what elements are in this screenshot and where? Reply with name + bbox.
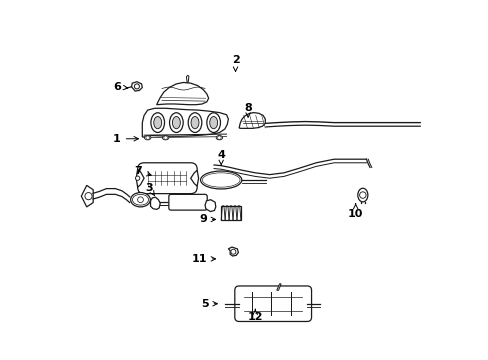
FancyBboxPatch shape (234, 286, 311, 321)
Ellipse shape (191, 117, 199, 129)
Polygon shape (190, 170, 198, 186)
Polygon shape (131, 82, 142, 91)
Polygon shape (150, 197, 160, 210)
Circle shape (85, 193, 92, 200)
Text: 5: 5 (201, 299, 217, 309)
Circle shape (230, 249, 235, 254)
Ellipse shape (216, 135, 222, 140)
Polygon shape (81, 185, 93, 207)
Ellipse shape (188, 113, 202, 132)
Polygon shape (228, 247, 238, 256)
Text: 1: 1 (113, 134, 138, 144)
Ellipse shape (130, 193, 150, 207)
Circle shape (135, 176, 140, 180)
Circle shape (145, 136, 149, 139)
Polygon shape (186, 75, 188, 82)
Circle shape (163, 136, 167, 139)
Ellipse shape (162, 135, 168, 140)
Ellipse shape (206, 113, 220, 132)
Polygon shape (136, 169, 144, 187)
Ellipse shape (209, 117, 217, 129)
Text: 3: 3 (145, 183, 154, 196)
Ellipse shape (200, 171, 241, 189)
FancyBboxPatch shape (168, 194, 207, 210)
Ellipse shape (169, 113, 183, 132)
Text: 2: 2 (231, 55, 239, 71)
Ellipse shape (132, 194, 148, 205)
Text: 6: 6 (113, 82, 127, 92)
Text: 10: 10 (347, 203, 363, 219)
Circle shape (137, 197, 143, 203)
Text: 12: 12 (247, 309, 263, 322)
Polygon shape (142, 108, 228, 137)
Text: 9: 9 (199, 215, 215, 224)
Ellipse shape (172, 117, 180, 129)
Ellipse shape (357, 188, 367, 202)
Polygon shape (276, 284, 281, 290)
Ellipse shape (144, 135, 151, 140)
Circle shape (359, 192, 366, 198)
Circle shape (134, 84, 139, 89)
Text: 4: 4 (217, 150, 224, 166)
Ellipse shape (153, 117, 162, 129)
Ellipse shape (202, 173, 240, 187)
Polygon shape (204, 200, 215, 212)
Text: 8: 8 (244, 103, 251, 117)
Polygon shape (156, 82, 208, 105)
Text: 7: 7 (134, 166, 151, 176)
Bar (221, 206, 241, 220)
Text: 11: 11 (191, 254, 215, 264)
FancyBboxPatch shape (137, 163, 197, 194)
Polygon shape (239, 113, 265, 129)
Circle shape (217, 136, 221, 139)
Ellipse shape (151, 113, 164, 132)
